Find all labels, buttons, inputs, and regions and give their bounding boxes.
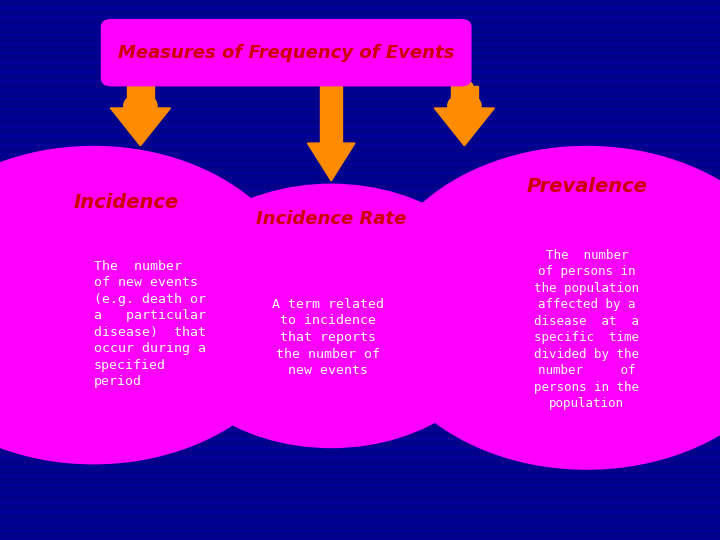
Circle shape [0,146,306,464]
Polygon shape [434,108,495,146]
Circle shape [371,146,720,470]
Bar [127,86,154,108]
Bar [320,86,342,143]
Text: A term related
to incidence
that reports
the number of
new events: A term related to incidence that reports… [271,298,384,377]
Text: Measures of Frequency of Events: Measures of Frequency of Events [118,44,454,62]
Text: Incidence: Incidence [73,193,179,212]
Polygon shape [110,108,171,146]
Text: The  number
of persons in
the population
affected by a
disease  at  a
specific  : The number of persons in the population … [534,248,639,410]
Polygon shape [307,143,355,181]
FancyBboxPatch shape [101,19,472,86]
Text: The  number
of new events
(e.g. death or
a   particular
disease)  that
occur dur: The number of new events (e.g. death or … [94,260,206,388]
Text: Incidence Rate: Incidence Rate [256,210,406,228]
Bar [451,86,478,108]
Text: Prevalence: Prevalence [526,177,647,196]
Circle shape [155,184,508,448]
